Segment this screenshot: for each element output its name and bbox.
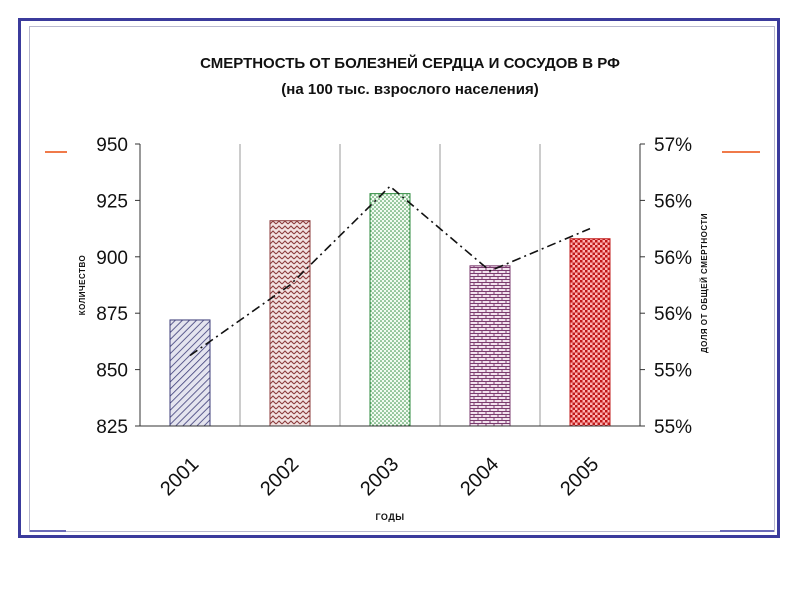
bar-2005 — [569, 238, 611, 427]
grid-lines — [239, 144, 541, 426]
accent-line-bottom-left — [30, 530, 66, 532]
x-tick-label-2003: 2003 — [356, 453, 403, 500]
y-ticks-right: 57% 56% 56% 56% 55% 55% — [640, 135, 692, 438]
y-tick-label: 925 — [96, 191, 128, 212]
chart-subtitle: (на 100 тыс. взрослого населения) — [281, 81, 538, 98]
bars — [169, 193, 611, 427]
bar-2002 — [269, 220, 311, 427]
y2-tick-label: 56% — [654, 304, 692, 325]
accent-line-right — [722, 151, 760, 153]
y2-tick-label: 55% — [654, 361, 692, 382]
y-ticks-left: 950 925 900 875 850 825 — [96, 135, 140, 438]
bar-2001 — [169, 319, 211, 427]
y2-axis-title: доля от общей смертности — [700, 213, 709, 353]
y2-tick-label: 57% — [654, 135, 692, 156]
chart-title: СМЕРТНОСТЬ ОТ БОЛЕЗНЕЙ СЕРДЦА И СОСУДОВ … — [200, 54, 620, 72]
axes — [139, 144, 641, 427]
y-tick-label: 875 — [96, 304, 128, 325]
x-tick-label-2002: 2002 — [256, 453, 303, 500]
line-share-of-mortality — [189, 185, 591, 357]
x-axis-title: годы — [375, 512, 404, 522]
y-axis-title: количество — [78, 255, 87, 316]
y2-tick-label: 55% — [654, 417, 692, 438]
accent-line-bottom-right — [720, 530, 774, 532]
y-tick-label: 900 — [96, 248, 128, 269]
accent-line-left — [45, 151, 67, 153]
y-tick-label: 825 — [96, 417, 128, 438]
y-tick-label: 850 — [96, 361, 128, 382]
y2-tick-label: 56% — [654, 191, 692, 212]
x-tick-label-2004: 2004 — [456, 453, 503, 500]
y-tick-label: 950 — [96, 135, 128, 156]
line-series — [189, 185, 591, 357]
x-tick-label-2001: 2001 — [156, 453, 203, 500]
bar-2004 — [469, 265, 511, 427]
x-tick-label-2005: 2005 — [556, 453, 603, 500]
slide-frame-inner — [29, 26, 775, 532]
x-ticks: 2001 2002 2003 2004 2005 — [156, 453, 603, 500]
bar-2003 — [369, 193, 411, 427]
y2-tick-label: 56% — [654, 248, 692, 269]
